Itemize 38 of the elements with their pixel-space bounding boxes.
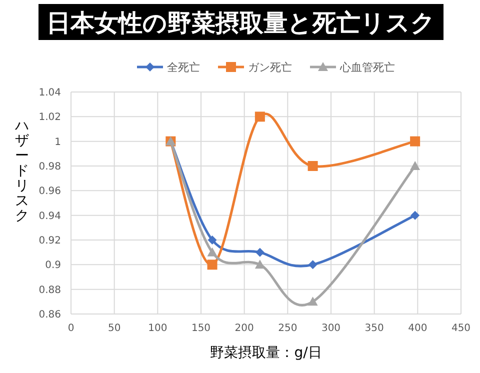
point [207, 247, 218, 256]
y-tick-label: 0.88 [38, 284, 61, 296]
y-tick-label: 1.04 [38, 88, 61, 98]
x-tick-label: 150 [191, 323, 211, 334]
y-tick-label: 0.98 [38, 162, 61, 172]
point [254, 112, 265, 122]
legend-label: 心血管死亡 [339, 61, 395, 74]
x-tick-label: 400 [408, 323, 428, 334]
point [255, 248, 264, 257]
y-tick-label: 1 [54, 136, 61, 148]
point [410, 210, 420, 220]
x-tick-label: 300 [321, 323, 341, 334]
y-tick-label: 0.92 [38, 236, 61, 246]
point [254, 260, 265, 269]
x-axis-title: 野菜摂取量：g/日 [210, 345, 322, 361]
x-tick-label: 50 [108, 323, 121, 334]
x-tick-label: 350 [364, 323, 384, 334]
x-tick-label: 250 [278, 323, 298, 334]
y-tick-label: 1.02 [38, 112, 61, 124]
point [207, 260, 218, 270]
legend-label: 全死亡 [167, 61, 200, 74]
x-tick-label: 100 [148, 323, 168, 334]
point [308, 161, 318, 171]
y-tick-label: 0.94 [38, 210, 61, 222]
point [308, 260, 318, 270]
chart-title: 日本女性の野菜摂取量と死亡リスク [46, 9, 436, 37]
x-tick-label: 450 [451, 323, 471, 334]
point [410, 161, 420, 170]
y-axis-title: ハザードリスク [14, 118, 29, 224]
y-tick-label: 0.96 [38, 186, 61, 198]
point [308, 296, 318, 306]
x-tick-label: 200 [234, 323, 254, 334]
legend-label: ガン死亡 [248, 61, 292, 74]
point [208, 236, 217, 244]
y-tick-label: 0.9 [45, 260, 61, 272]
x-tick-label: 0 [68, 323, 74, 334]
y-tick-label: 0.86 [38, 310, 61, 320]
point [410, 136, 420, 146]
